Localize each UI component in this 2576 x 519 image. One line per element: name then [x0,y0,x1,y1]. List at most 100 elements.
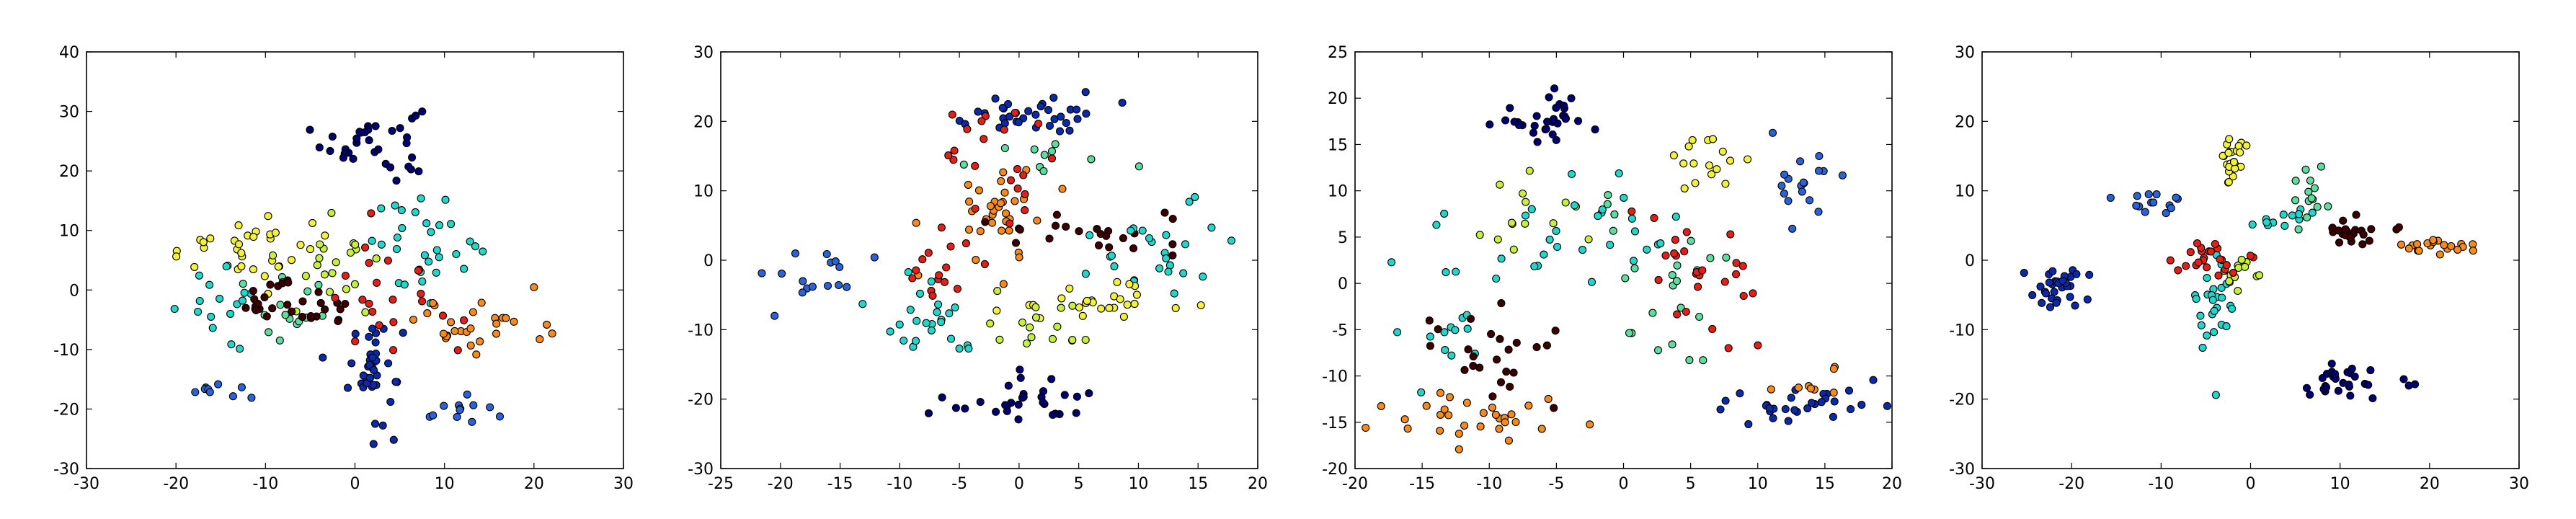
points [170,107,556,448]
data-point [352,134,361,143]
data-point [986,319,995,328]
data-point [1445,393,1454,402]
data-point [314,288,323,296]
data-point [944,151,953,160]
data-point [2367,225,2376,234]
data-point [1440,328,1449,337]
data-point [1127,226,1135,235]
data-point [288,307,296,316]
data-point [1803,404,1812,412]
data-point [1116,295,1124,303]
data-point [949,156,958,164]
data-point [1787,394,1795,402]
data-point [266,280,275,289]
data-point [2149,198,2158,207]
data-point [1034,120,1043,128]
data-point [384,359,393,368]
data-point [2058,276,2067,285]
data-point [1680,184,1689,192]
data-point [1656,239,1665,248]
data-point [1684,142,1693,151]
data-point [995,335,1004,344]
data-point [2194,258,2203,267]
data-point [1004,381,1013,390]
data-point [414,266,422,275]
data-point [1362,423,1370,432]
data-point [1796,157,1805,166]
data-point [1447,351,1456,360]
data-point [1749,289,1757,298]
data-point [1460,365,1469,374]
data-point [964,226,974,234]
data-point [370,148,379,156]
data-point [365,332,373,341]
data-point [1065,284,1074,293]
data-point [205,388,214,396]
data-point [1689,159,1698,168]
x-tick-label: -20 [163,475,189,493]
data-point [1016,373,1025,382]
data-point [2241,262,2249,271]
data-point [1002,209,1011,218]
data-point [2197,321,2206,329]
data-point [435,253,443,262]
data-point [472,350,481,359]
data-point [1561,114,1571,123]
data-point [1496,378,1506,386]
data-point [1011,197,1019,205]
data-point [980,135,988,143]
data-point [1765,404,1774,412]
data-point [1504,436,1513,445]
data-point [1160,208,1169,217]
data-point [239,280,247,288]
data-point [1171,303,1180,312]
data-point [1191,192,1199,201]
data-point [1784,417,1793,425]
data-point [1544,394,1553,403]
data-point [240,288,249,297]
data-point [1497,299,1506,308]
data-point [951,404,960,412]
data-point [1094,241,1103,249]
data-point [543,320,551,329]
data-point [1553,242,1562,252]
x-tick-label: -5 [951,475,967,493]
data-point [1493,355,1501,364]
data-point [1587,278,1596,286]
x-tick-label: -10 [1476,475,1502,493]
data-point [2224,178,2233,187]
data-point [1105,243,1114,252]
y-tick-label: -30 [1949,461,1975,479]
data-point [963,125,972,133]
data-point [2313,203,2322,211]
data-point [237,262,246,270]
data-point [1444,411,1453,420]
x-tick-label: -15 [827,475,853,493]
data-point [1005,112,1014,121]
data-point [2364,381,2373,389]
data-point [1545,235,1554,244]
data-point [411,208,419,216]
x-tick-label: 0 [1014,475,1024,493]
data-point [993,287,1002,296]
data-point [971,161,980,170]
data-point [371,338,380,347]
data-point [1179,269,1188,278]
data-point [948,110,956,119]
x-tick-label: -15 [1409,475,1435,493]
data-point [1087,155,1096,164]
data-point [1768,128,1777,137]
data-point [1006,176,1016,185]
data-point [1552,104,1560,112]
data-point [1078,311,1087,320]
data-point [1830,397,1839,406]
data-point [315,143,324,152]
data-point [2211,391,2220,399]
data-point [1739,291,1748,301]
data-point [1454,430,1463,438]
data-point [298,313,306,321]
data-point [369,440,378,448]
y-tick-label: -30 [53,461,79,479]
data-point [1780,170,1789,179]
data-point [368,324,377,333]
